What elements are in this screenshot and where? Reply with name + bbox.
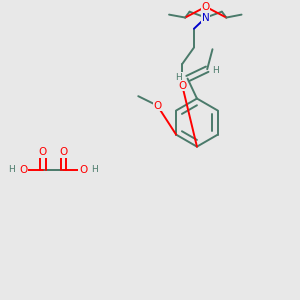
Text: N: N xyxy=(202,13,210,22)
Text: O: O xyxy=(153,100,161,111)
Text: H: H xyxy=(92,165,98,174)
Text: H: H xyxy=(176,73,182,82)
Text: O: O xyxy=(79,164,87,175)
Text: O: O xyxy=(59,147,68,157)
Text: O: O xyxy=(202,2,210,12)
Text: H: H xyxy=(212,66,219,75)
Text: O: O xyxy=(39,147,47,157)
Text: O: O xyxy=(178,81,186,91)
Text: O: O xyxy=(19,164,27,175)
Text: H: H xyxy=(8,165,15,174)
